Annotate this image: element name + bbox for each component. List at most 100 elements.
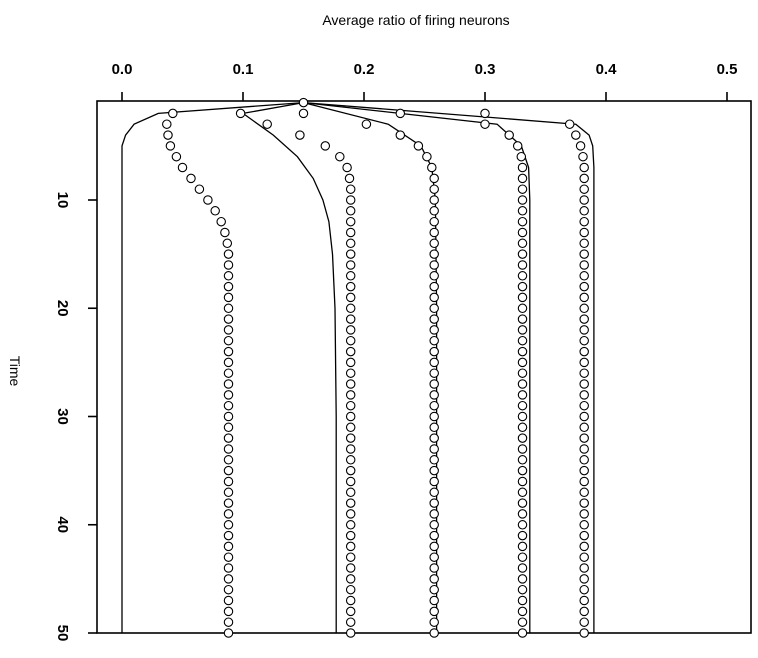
data-point [345,271,356,281]
data-point [345,238,356,249]
y-tick-label: 40 [54,516,71,533]
data-point [345,184,356,194]
data-point [578,151,588,162]
data-point [517,346,528,357]
data-point [579,563,589,573]
data-point [517,271,528,281]
data-point [429,433,439,443]
data-point [429,379,439,389]
y-tick-label: 10 [54,192,71,209]
data-point [429,574,439,584]
data-point [579,552,589,562]
data-point [517,314,528,324]
data-point [223,595,234,606]
data-point [345,314,356,324]
data-point [517,574,528,584]
data-point [517,173,528,184]
data-point [345,617,356,627]
data-point [579,271,589,281]
data-point [335,151,345,162]
data-point [220,227,230,238]
data-point [429,400,439,411]
data-point [429,465,439,476]
x-tick-label: 0.0 [112,61,133,78]
data-point [345,433,356,443]
data-point [579,617,589,627]
data-point [517,379,528,389]
data-point [345,498,356,508]
data-point [298,97,309,108]
data-point [345,368,356,378]
data-point [223,617,234,627]
data-point [564,119,575,129]
data-point [171,151,182,162]
y-tick-label: 20 [54,300,71,317]
data-point [262,119,272,129]
data-point [429,509,439,519]
data-point [429,530,439,541]
data-point [517,303,528,314]
data-point [517,206,528,216]
data-point [345,574,356,584]
data-point [517,520,528,530]
data-point [579,530,589,541]
data-point [429,520,439,530]
data-point [342,162,352,173]
data-point [163,130,173,140]
data-point [223,346,234,357]
data-point [579,411,589,422]
data-point [345,325,356,335]
data-point [517,238,528,249]
data-point [579,487,589,498]
data-point [579,400,589,411]
data-point [345,422,356,433]
data-point [429,563,439,573]
data-point [517,216,528,227]
data-point [223,476,234,487]
data-point [345,606,356,617]
data-point [223,368,234,378]
data-point [345,357,356,368]
series-line-3 [303,101,438,633]
data-point [345,595,356,606]
series-markers-8 [298,108,439,638]
data-point [429,195,439,205]
data-point [579,520,589,530]
data-point [504,130,514,140]
data-point [517,292,528,303]
data-point [345,206,356,216]
data-point [517,281,528,292]
data-point [345,303,356,314]
series-line-5 [303,101,595,633]
data-point [429,184,439,194]
data-point [223,400,234,411]
data-point [512,141,523,151]
data-point [413,141,424,151]
data-point [223,465,234,476]
data-point [223,335,234,346]
data-point [223,303,234,314]
data-point [223,271,234,281]
data-point [429,628,439,638]
data-point [345,530,356,541]
data-point [517,628,528,638]
data-point [223,292,234,303]
data-point [223,260,234,270]
series-markers-9 [395,108,528,638]
y-tick-label: 30 [54,408,71,425]
data-point [517,357,528,368]
data-point [571,130,581,140]
data-point [345,281,356,292]
data-point [429,617,439,627]
data-point [579,584,589,595]
data-point [579,184,589,194]
data-point [429,487,439,498]
data-point [429,271,439,281]
data-point [429,249,439,259]
data-point [361,119,372,129]
data-point [579,368,589,378]
data-point [223,487,234,498]
data-point [517,552,528,562]
data-point [517,162,528,173]
